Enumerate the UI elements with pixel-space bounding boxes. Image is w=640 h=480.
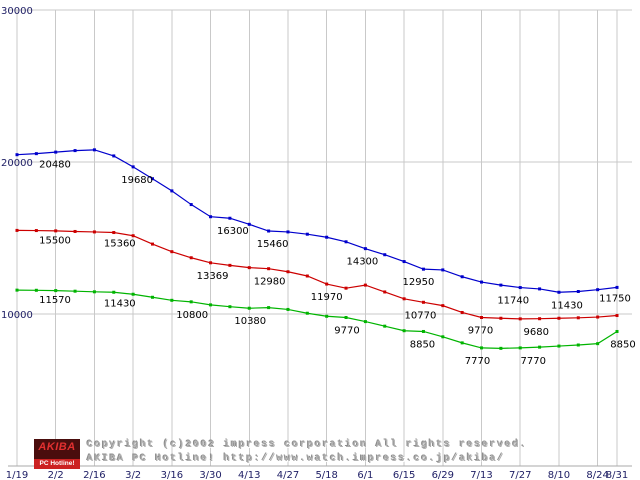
svg-text:20480: 20480 — [39, 160, 71, 171]
svg-text:4/13: 4/13 — [238, 470, 260, 480]
svg-text:6/29: 6/29 — [432, 470, 454, 480]
svg-text:1/19: 1/19 — [6, 470, 28, 480]
svg-text:11430: 11430 — [104, 298, 136, 309]
svg-text:11970: 11970 — [311, 292, 343, 303]
svg-text:5/18: 5/18 — [315, 470, 337, 480]
svg-text:11740: 11740 — [497, 296, 529, 307]
svg-text:13369: 13369 — [197, 271, 229, 282]
svg-text:6/15: 6/15 — [393, 470, 415, 480]
svg-text:10380: 10380 — [234, 316, 266, 327]
svg-text:19680: 19680 — [121, 175, 153, 186]
svg-text:10800: 10800 — [176, 310, 208, 321]
svg-text:7/13: 7/13 — [470, 470, 492, 480]
copyright-block: Copyright (c)2002 impress corporation Al… — [87, 439, 528, 467]
svg-text:15360: 15360 — [104, 239, 136, 250]
svg-text:8850: 8850 — [410, 339, 435, 350]
svg-text:20000: 20000 — [1, 158, 33, 169]
svg-text:9770: 9770 — [468, 325, 493, 336]
svg-text:3/30: 3/30 — [199, 470, 221, 480]
copyright-line: Copyright (c)2002 impress corporation Al… — [87, 440, 528, 451]
svg-text:11750: 11750 — [599, 293, 631, 304]
svg-text:8/31: 8/31 — [606, 470, 628, 480]
watermark: AKIBA PC Hotline! Copyright (c)2002 impr… — [34, 439, 528, 469]
svg-text:3/16: 3/16 — [161, 470, 183, 480]
svg-text:11430: 11430 — [551, 300, 583, 311]
svg-text:9680: 9680 — [524, 327, 549, 338]
site-url-line: AKIBA PC Hotline! http://www.watch.impre… — [87, 454, 506, 465]
svg-text:2/2: 2/2 — [48, 470, 64, 480]
svg-text:14300: 14300 — [346, 257, 378, 268]
svg-text:10770: 10770 — [405, 310, 437, 321]
svg-text:11570: 11570 — [39, 295, 71, 306]
svg-text:7770: 7770 — [521, 356, 546, 367]
svg-text:7/27: 7/27 — [509, 470, 531, 480]
svg-text:8/24: 8/24 — [586, 470, 608, 480]
svg-text:16300: 16300 — [217, 226, 249, 237]
svg-text:3/2: 3/2 — [125, 470, 141, 480]
svg-text:15500: 15500 — [39, 235, 71, 246]
svg-text:7770: 7770 — [465, 356, 490, 367]
svg-text:8850: 8850 — [610, 339, 635, 350]
svg-text:4/27: 4/27 — [277, 470, 299, 480]
svg-text:9770: 9770 — [334, 325, 359, 336]
svg-text:12980: 12980 — [254, 277, 286, 288]
svg-text:15460: 15460 — [257, 239, 289, 250]
akiba-logo-subtext: PC Hotline! — [34, 459, 80, 469]
svg-text:30000: 30000 — [1, 6, 33, 17]
svg-text:10000: 10000 — [1, 310, 33, 321]
akiba-logo-text: AKIBA — [38, 441, 76, 453]
svg-text:6/1: 6/1 — [357, 470, 373, 480]
svg-text:8/10: 8/10 — [548, 470, 570, 480]
akiba-logo: AKIBA PC Hotline! — [34, 439, 80, 469]
svg-text:2/16: 2/16 — [83, 470, 105, 480]
svg-text:12950: 12950 — [403, 277, 435, 288]
